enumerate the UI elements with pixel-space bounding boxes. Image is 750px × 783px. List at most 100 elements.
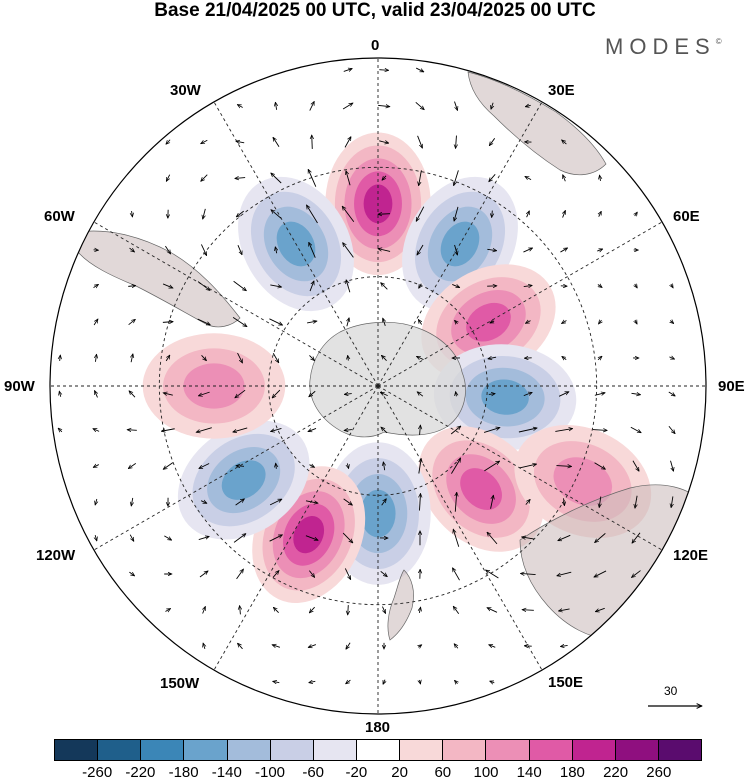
wind-vector-arrow (198, 391, 210, 396)
wind-vector-arrow (272, 571, 279, 578)
wind-vector-arrow (346, 280, 351, 293)
wind-vector-arrow (201, 354, 207, 360)
wind-vector-arrow (197, 281, 210, 291)
wind-vector-arrow (487, 249, 496, 250)
wind-vector-arrow (557, 571, 572, 576)
negative-anomaly-120w-contour (221, 460, 266, 500)
brand-name: MODES (605, 34, 716, 59)
wind-vector-arrow (488, 394, 495, 395)
lon-label-90w: 90W (4, 378, 35, 395)
wind-vector-arrow (527, 211, 530, 218)
colorbar-swatch (227, 740, 271, 760)
wind-vector-arrow (272, 389, 281, 398)
wind-vector-arrow (346, 680, 351, 684)
wind-vector-arrow (416, 355, 424, 361)
wind-vector-arrow (306, 205, 318, 224)
wind-vector-arrow (164, 535, 171, 540)
negative-anomaly-90e (433, 344, 577, 450)
wind-vector-arrow (312, 135, 313, 149)
wind-vector-arrow (490, 495, 494, 509)
wind-vector-arrow (233, 427, 248, 432)
lon-label-90e: 90E (718, 378, 745, 395)
colorbar-swatch (313, 740, 357, 760)
colorbar-tick-label: 20 (391, 764, 408, 781)
wind-vector-arrow (379, 70, 388, 71)
wind-vector-arrow (343, 498, 353, 505)
map-title: Base 21/04/2025 00 UTC, valid 23/04/2025… (154, 0, 596, 21)
wind-vector-arrow (203, 643, 205, 650)
wind-vector-arrow (269, 498, 282, 506)
wind-vector-arrow (417, 135, 423, 148)
colorbar-tick-label: 260 (646, 764, 672, 781)
wind-vector-arrow (305, 535, 318, 541)
wind-vector-arrow (346, 171, 351, 186)
wind-vector-arrow (309, 681, 316, 682)
wind-vector-arrow (344, 137, 351, 148)
wind-vector-arrow (562, 140, 567, 145)
wind-vector-arrow (131, 354, 133, 363)
wind-vector-arrow (199, 463, 210, 469)
wind-vector-arrow (420, 493, 421, 511)
wind-vector-arrow (380, 571, 388, 576)
wind-vector-arrow (131, 497, 132, 506)
wind-vector-arrow (128, 319, 136, 326)
wind-vector-arrow (269, 534, 283, 542)
wind-vector-arrow (165, 355, 170, 362)
wind-vector-arrow (486, 570, 499, 579)
colorbar-swatch (486, 740, 530, 760)
colorbar-tick-label: 220 (603, 764, 629, 781)
wind-vector-arrow (419, 170, 422, 185)
meridian-line (213, 101, 379, 387)
wind-vector-arrow (347, 318, 349, 327)
wind-vector-arrow (59, 391, 60, 397)
wind-vector-arrow (519, 464, 536, 469)
wind-vector-arrow (490, 321, 495, 324)
wind-vector-arrow (236, 466, 245, 467)
meridian-line (213, 385, 379, 671)
wind-vector-arrow (237, 643, 243, 650)
wind-vector-arrow (597, 284, 602, 287)
colorbar-swatch (572, 740, 616, 760)
wind-vector-arrow (309, 355, 314, 360)
wind-vector-arrow (418, 458, 421, 474)
wind-vector-arrow (309, 606, 315, 613)
wind-vector-arrow (60, 355, 61, 361)
colorbar-swatch (356, 740, 401, 760)
wind-vector-arrow (379, 141, 389, 143)
wind-vector-arrow (595, 607, 605, 611)
wind-vector-arrow (236, 141, 245, 143)
wind-vector-arrow (635, 284, 638, 288)
wind-vector-arrow (453, 529, 460, 547)
colorbar-tick-label: 60 (434, 764, 452, 781)
wind-vector-arrow (93, 284, 99, 287)
wind-vector-arrow (380, 391, 388, 397)
positive-anomaly-120e-far-contour (553, 457, 613, 506)
wind-vector-arrow (129, 247, 134, 252)
wind-vector-arrow (237, 352, 243, 363)
wind-vector-arrow (203, 208, 206, 219)
wind-vector-arrow (454, 101, 458, 111)
wind-vector-arrow (455, 320, 458, 323)
meridian-line (377, 385, 543, 671)
wind-vector-arrow (235, 389, 246, 398)
wind-vector-arrow (592, 430, 607, 431)
wind-vector-arrow (523, 285, 532, 286)
wind-vector-arrow (165, 245, 170, 254)
negative-anomaly-90e-contour (481, 379, 529, 415)
wind-vector-arrow (344, 430, 352, 431)
antarctica-landmass (309, 321, 466, 438)
wind-vector-arrow (522, 610, 534, 611)
wind-vector-arrow (235, 499, 245, 506)
lon-label-120e: 120E (673, 547, 709, 564)
wind-vector-arrow (235, 178, 246, 179)
wind-vector-arrow (594, 570, 607, 578)
wind-vector-arrow (454, 206, 459, 221)
wind-vector-arrow (417, 244, 424, 255)
wind-vector-arrow (520, 573, 536, 574)
wind-vector-arrow (456, 135, 457, 149)
wind-vector-arrow (307, 169, 317, 187)
wind-vector-arrow (560, 645, 568, 646)
wind-vector-arrow (273, 681, 280, 682)
wind-vector-arrow (378, 249, 391, 252)
